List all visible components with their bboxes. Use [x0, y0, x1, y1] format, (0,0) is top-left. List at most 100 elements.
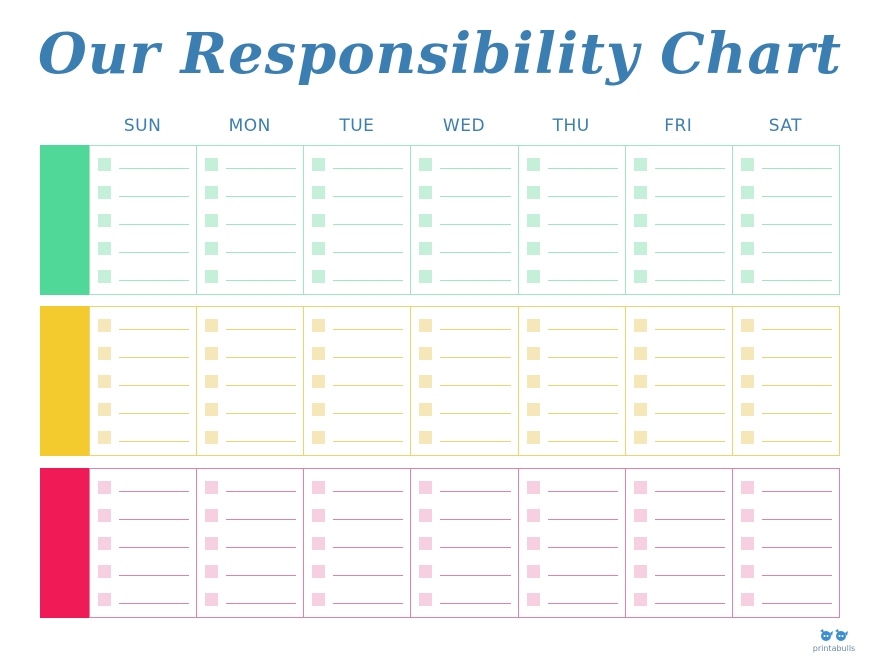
task-write-line[interactable]: [547, 595, 618, 604]
task-checkbox[interactable]: [312, 346, 326, 360]
task-write-line[interactable]: [547, 244, 618, 253]
task-checkbox[interactable]: [633, 402, 647, 416]
task-write-line[interactable]: [440, 244, 511, 253]
task-write-line[interactable]: [333, 160, 404, 169]
task-write-line[interactable]: [119, 160, 190, 169]
task-write-line[interactable]: [547, 433, 618, 442]
task-checkbox[interactable]: [633, 185, 647, 199]
task-write-line[interactable]: [333, 188, 404, 197]
task-checkbox[interactable]: [419, 318, 433, 332]
task-write-line[interactable]: [761, 160, 832, 169]
task-checkbox[interactable]: [526, 592, 540, 606]
task-write-line[interactable]: [654, 272, 725, 281]
task-write-line[interactable]: [547, 405, 618, 414]
task-checkbox[interactable]: [740, 536, 754, 550]
task-write-line[interactable]: [226, 377, 297, 386]
task-write-line[interactable]: [119, 272, 190, 281]
task-write-line[interactable]: [333, 539, 404, 548]
task-checkbox[interactable]: [98, 564, 111, 578]
task-write-line[interactable]: [761, 539, 832, 548]
task-write-line[interactable]: [654, 511, 725, 520]
task-checkbox[interactable]: [98, 592, 111, 606]
task-write-line[interactable]: [119, 216, 190, 225]
task-write-line[interactable]: [440, 511, 511, 520]
task-write-line[interactable]: [440, 405, 511, 414]
task-write-line[interactable]: [547, 160, 618, 169]
task-checkbox[interactable]: [633, 430, 647, 444]
task-write-line[interactable]: [761, 321, 832, 330]
task-write-line[interactable]: [119, 433, 190, 442]
task-checkbox[interactable]: [205, 269, 219, 283]
task-checkbox[interactable]: [633, 480, 647, 494]
task-checkbox[interactable]: [205, 157, 219, 171]
task-checkbox[interactable]: [98, 213, 111, 227]
task-write-line[interactable]: [226, 511, 297, 520]
task-checkbox[interactable]: [419, 480, 433, 494]
task-checkbox[interactable]: [98, 241, 111, 255]
task-write-line[interactable]: [654, 321, 725, 330]
task-checkbox[interactable]: [98, 157, 111, 171]
task-checkbox[interactable]: [740, 269, 754, 283]
task-checkbox[interactable]: [98, 536, 111, 550]
task-write-line[interactable]: [226, 567, 297, 576]
task-write-line[interactable]: [761, 349, 832, 358]
task-checkbox[interactable]: [205, 430, 219, 444]
task-checkbox[interactable]: [98, 374, 111, 388]
task-write-line[interactable]: [226, 321, 297, 330]
task-write-line[interactable]: [119, 539, 190, 548]
task-write-line[interactable]: [226, 539, 297, 548]
task-checkbox[interactable]: [526, 269, 540, 283]
task-checkbox[interactable]: [205, 241, 219, 255]
task-write-line[interactable]: [547, 377, 618, 386]
task-checkbox[interactable]: [633, 318, 647, 332]
task-checkbox[interactable]: [740, 241, 754, 255]
task-write-line[interactable]: [761, 188, 832, 197]
task-checkbox[interactable]: [205, 564, 219, 578]
task-checkbox[interactable]: [740, 318, 754, 332]
task-write-line[interactable]: [119, 377, 190, 386]
task-write-line[interactable]: [333, 405, 404, 414]
task-write-line[interactable]: [226, 405, 297, 414]
task-checkbox[interactable]: [205, 213, 219, 227]
task-checkbox[interactable]: [740, 374, 754, 388]
task-checkbox[interactable]: [419, 157, 433, 171]
task-checkbox[interactable]: [633, 213, 647, 227]
task-checkbox[interactable]: [205, 318, 219, 332]
task-checkbox[interactable]: [526, 564, 540, 578]
task-checkbox[interactable]: [419, 346, 433, 360]
task-write-line[interactable]: [440, 160, 511, 169]
task-checkbox[interactable]: [419, 185, 433, 199]
task-checkbox[interactable]: [740, 157, 754, 171]
task-checkbox[interactable]: [633, 564, 647, 578]
task-checkbox[interactable]: [526, 241, 540, 255]
task-write-line[interactable]: [226, 595, 297, 604]
task-checkbox[interactable]: [526, 346, 540, 360]
task-checkbox[interactable]: [98, 269, 111, 283]
task-write-line[interactable]: [654, 405, 725, 414]
task-checkbox[interactable]: [633, 592, 647, 606]
task-checkbox[interactable]: [740, 213, 754, 227]
task-checkbox[interactable]: [740, 346, 754, 360]
task-write-line[interactable]: [547, 188, 618, 197]
task-checkbox[interactable]: [419, 374, 433, 388]
task-checkbox[interactable]: [419, 430, 433, 444]
task-checkbox[interactable]: [633, 508, 647, 522]
task-checkbox[interactable]: [419, 564, 433, 578]
task-write-line[interactable]: [333, 377, 404, 386]
task-checkbox[interactable]: [633, 346, 647, 360]
task-checkbox[interactable]: [205, 374, 219, 388]
task-write-line[interactable]: [547, 349, 618, 358]
task-checkbox[interactable]: [205, 536, 219, 550]
task-checkbox[interactable]: [312, 374, 326, 388]
task-checkbox[interactable]: [312, 430, 326, 444]
task-checkbox[interactable]: [312, 536, 326, 550]
task-write-line[interactable]: [654, 433, 725, 442]
task-checkbox[interactable]: [419, 592, 433, 606]
task-write-line[interactable]: [119, 321, 190, 330]
task-write-line[interactable]: [440, 349, 511, 358]
task-write-line[interactable]: [226, 272, 297, 281]
task-checkbox[interactable]: [740, 430, 754, 444]
task-write-line[interactable]: [761, 567, 832, 576]
task-write-line[interactable]: [440, 321, 511, 330]
task-write-line[interactable]: [119, 511, 190, 520]
